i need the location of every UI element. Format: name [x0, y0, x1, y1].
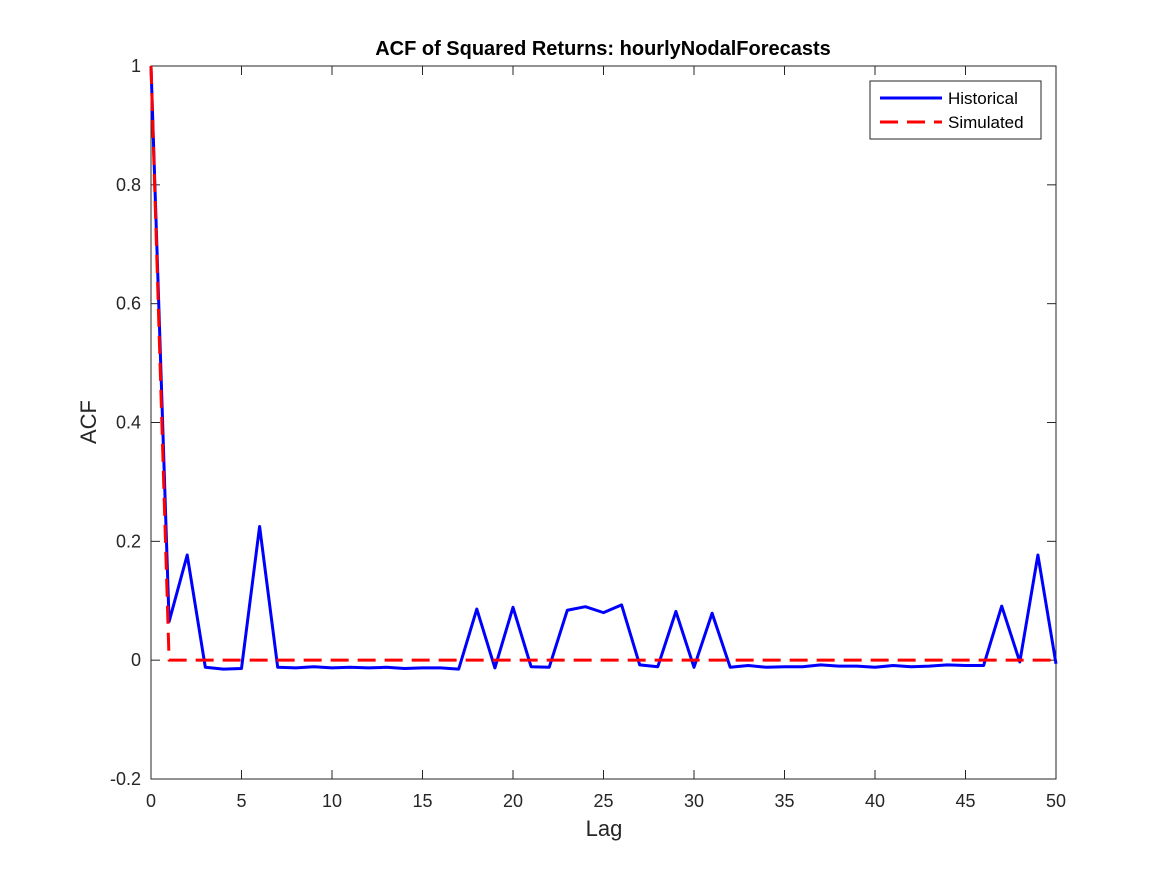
x-tick-label: 30 — [684, 791, 704, 811]
x-tick-label: 15 — [412, 791, 432, 811]
chart-title: ACF of Squared Returns: hourlyNodalForec… — [375, 38, 831, 60]
x-tick-label: 10 — [322, 791, 342, 811]
y-axis-title: ACF — [76, 400, 101, 444]
y-tick-label: 0.6 — [116, 294, 141, 314]
y-tick-label: 0 — [131, 650, 141, 670]
legend-label-historical: Historical — [948, 89, 1018, 108]
legend-box — [869, 80, 1042, 140]
legend-label-simulated: Simulated — [948, 113, 1024, 132]
x-tick-label: 45 — [955, 791, 975, 811]
y-tick-label: 0.8 — [116, 175, 141, 195]
axes-box — [150, 65, 1057, 780]
y-tick-label: 0.2 — [116, 531, 141, 551]
y-tick-label: 1 — [131, 56, 141, 76]
x-tick-label: 5 — [236, 791, 246, 811]
x-tick-label: 20 — [503, 791, 523, 811]
y-tick-label: 0.4 — [116, 413, 141, 433]
x-tick-label: 35 — [774, 791, 794, 811]
x-tick-label: 25 — [593, 791, 613, 811]
y-tick-label: -0.2 — [110, 769, 141, 789]
x-axis-title: Lag — [586, 816, 623, 841]
x-tick-label: 0 — [146, 791, 156, 811]
legend: Historical Simulated — [869, 80, 1042, 140]
plot-area: 0 5 10 15 20 25 30 35 40 45 50-0.200.20.40.60.81Hi… — [110, 56, 1066, 811]
x-tick-label: 50 — [1046, 791, 1066, 811]
x-tick-label: 40 — [865, 791, 885, 811]
